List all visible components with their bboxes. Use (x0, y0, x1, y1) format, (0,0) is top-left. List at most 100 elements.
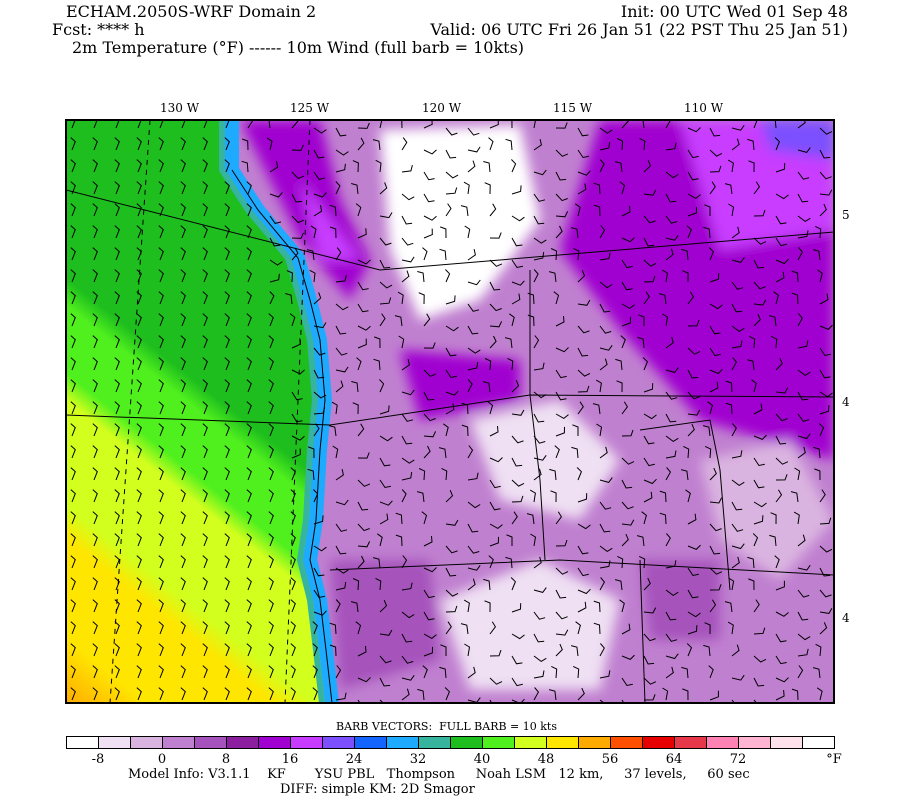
wind-barb (401, 457, 415, 464)
wind-barb (246, 621, 252, 635)
wind-barb (158, 247, 164, 261)
wind-barb (92, 225, 98, 239)
colorbar-label: 32 (409, 752, 427, 767)
wind-barb (92, 401, 98, 415)
wind-barb (291, 232, 304, 239)
wind-barb (533, 455, 547, 461)
wind-barb (643, 457, 655, 467)
wind-barb (114, 181, 120, 195)
wind-barb (665, 560, 677, 569)
wind-barb (665, 367, 679, 373)
wind-barb (819, 391, 833, 398)
wind-barb (728, 577, 735, 591)
wind-barb (374, 336, 381, 349)
wind-barb (202, 577, 208, 591)
wind-barb (599, 358, 608, 371)
wind-barb (753, 627, 766, 635)
wind-barb (599, 225, 606, 239)
wind-barb (225, 120, 230, 129)
wind-barb (533, 269, 539, 283)
wind-barb (312, 687, 318, 701)
wind-barb (725, 402, 733, 415)
wind-barb (401, 633, 413, 643)
wind-barb (373, 358, 381, 371)
wind-barb (268, 467, 274, 481)
wind-barb (180, 401, 186, 415)
wind-barb (727, 159, 734, 173)
colorbar-swatch (610, 736, 643, 749)
wind-barb (241, 160, 249, 173)
wind-barb (335, 247, 342, 261)
wind-barb (533, 687, 540, 701)
wind-barb (703, 226, 711, 239)
wind-barb (158, 313, 164, 327)
wind-barb (511, 280, 525, 286)
lat-label: 4 (842, 395, 850, 409)
wind-barb (638, 555, 646, 569)
wind-barb (665, 589, 679, 597)
wind-barb (636, 535, 645, 547)
wind-barb (555, 369, 567, 379)
wind-barb (774, 555, 780, 569)
wind-barb (268, 533, 274, 547)
wind-barb (246, 401, 252, 415)
wind-barb (753, 281, 766, 290)
wind-barb (709, 467, 717, 481)
wind-barb (774, 120, 777, 129)
wind-barb (797, 648, 809, 657)
wind-barb (357, 303, 369, 313)
temperature-wind-map: 130 W 125 W 120 W 115 W 110 W 5 4 4 (65, 101, 850, 704)
wind-barb (687, 625, 698, 635)
wind-barb (819, 127, 833, 135)
init-time: Init: 00 UTC Wed 01 Sep 48 (620, 2, 848, 21)
wind-barb (158, 533, 164, 547)
wind-barb (464, 643, 471, 657)
wind-barb (375, 577, 382, 591)
wind-barb (202, 599, 208, 613)
wind-barb (114, 643, 120, 657)
wind-barb (246, 335, 252, 349)
wind-barb (687, 206, 697, 217)
wind-barb (180, 379, 186, 393)
lat-label: 4 (842, 611, 850, 625)
wind-barb (202, 203, 208, 217)
wind-barb (819, 347, 831, 357)
wind-barb (709, 303, 723, 310)
wind-barb (682, 688, 689, 701)
wind-barb (401, 270, 410, 283)
wind-barb (489, 501, 501, 511)
wind-barb (313, 391, 327, 399)
wind-barb (423, 171, 435, 181)
wind-barb (511, 380, 520, 393)
wind-barb (753, 599, 760, 613)
wind-barb (724, 183, 733, 195)
wind-barb (202, 489, 208, 503)
wind-barb (797, 171, 810, 180)
wind-barb (401, 611, 415, 619)
wind-barb (467, 127, 480, 136)
wind-barb (445, 325, 459, 332)
wind-barb (665, 450, 677, 459)
wind-barb (731, 125, 745, 131)
wind-barb (445, 567, 457, 577)
wind-barb (401, 389, 415, 396)
wind-barb (422, 665, 428, 679)
wind-barb (775, 655, 787, 665)
wind-barb (812, 667, 821, 679)
model-info: Model Info: V3.1.1 KF YSU PBL Thompson N… (128, 767, 750, 782)
wind-barb (246, 533, 252, 547)
wind-barb (423, 313, 431, 327)
wind-barb (70, 577, 76, 591)
wind-barb (136, 203, 142, 217)
wind-barb (268, 120, 271, 129)
wind-barb (246, 357, 252, 371)
colorbar-label: 40 (473, 752, 491, 767)
wind-barb (511, 159, 517, 173)
wind-barb (357, 259, 371, 265)
wind-barb (731, 674, 745, 681)
wind-barb (687, 513, 697, 525)
wind-barb (770, 512, 777, 525)
wind-barb (599, 281, 613, 289)
wind-barb (687, 193, 701, 200)
wind-barb (202, 181, 208, 195)
